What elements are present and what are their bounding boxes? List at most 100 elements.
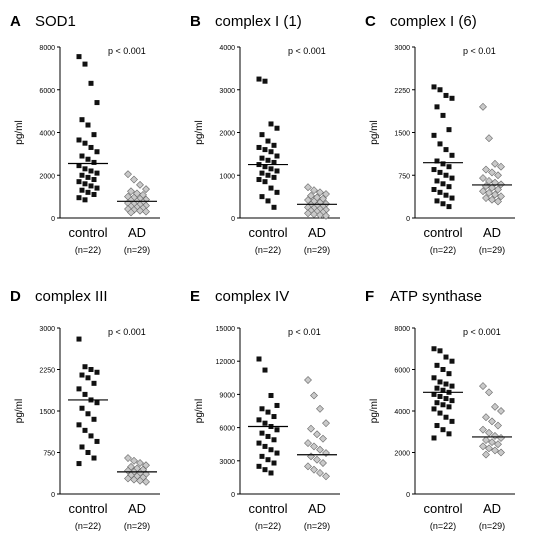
p-value: p < 0.01 [463,46,496,56]
control-point [91,132,97,138]
p-value: p < 0.001 [463,327,501,337]
control-point [256,144,262,150]
control-point [271,460,277,466]
y-tick-label: 0 [406,216,410,223]
control-point [440,161,446,167]
control-point [94,438,100,444]
ad-point [497,434,505,442]
category-label: control [68,225,107,240]
ad-point [488,438,496,447]
control-point [91,177,97,183]
control-point [91,191,97,197]
control-point [79,405,85,411]
n-label: (n=22) [430,245,456,255]
control-point [268,185,274,191]
control-point [79,187,85,193]
control-point [76,336,82,342]
control-point [85,411,91,417]
ad-point [485,188,493,197]
ad-point [488,183,496,192]
ad-point [304,439,312,448]
control-point [265,138,271,144]
control-point [434,178,440,184]
control-point [265,457,271,463]
control-point [443,354,449,360]
ad-point [485,444,493,453]
control-point [443,92,449,98]
y-tick-label: 3000 [219,88,235,95]
category-label: control [248,501,287,516]
control-point [265,157,271,163]
control-point [446,184,452,190]
n-label: (n=29) [304,245,330,255]
ad-point [307,424,315,433]
control-point [262,467,268,473]
y-tick-label: 2000 [39,173,55,180]
ad-point [482,450,490,459]
control-point [85,174,91,180]
category-label: AD [128,501,146,516]
y-tick-label: 4000 [219,45,235,52]
category-label: control [68,501,107,516]
control-point [265,409,271,415]
control-point [449,152,455,158]
panel-letter: F [365,288,374,305]
ad-point [482,413,490,422]
control-point [79,372,85,378]
category-label: control [423,501,462,516]
category-label: control [248,225,287,240]
control-point [79,117,85,123]
control-point [91,159,97,165]
y-tick-label: 2000 [394,451,410,458]
ad-point [124,474,132,483]
panel-title: complex IV [215,288,289,305]
ad-point [124,170,132,179]
y-tick-label: 8000 [394,326,410,333]
control-point [437,348,443,354]
control-point [262,147,268,153]
n-label: (n=22) [430,521,456,531]
control-point [446,431,452,437]
ad-point [136,476,144,485]
ad-point [322,419,330,428]
y-tick-label: 750 [43,451,55,458]
y-tick-label: 3000 [39,326,55,333]
ad-point [488,195,496,204]
ad-point [142,207,150,216]
ad-point [485,388,493,397]
y-tick-label: 2000 [219,131,235,138]
control-point [431,187,437,192]
control-point [88,80,94,86]
control-point [274,427,280,433]
category-label: AD [308,501,326,516]
control-point [88,168,94,174]
ad-point [497,407,505,415]
y-tick-label: 3000 [394,45,410,52]
control-point [431,375,437,381]
ad-point [124,466,132,475]
ad-point [127,208,135,217]
control-point [94,149,100,155]
y-tick-label: 8000 [39,45,55,52]
control-point [259,453,265,459]
control-point [271,437,277,443]
control-point [446,204,452,210]
y-tick-label: 2250 [394,88,410,95]
control-point [440,112,446,118]
ad-point [136,206,144,215]
control-point [76,137,82,143]
control-point [88,183,94,189]
ad-point [316,445,324,454]
ad-point [497,192,505,201]
ad-point [491,190,499,199]
ad-point [494,171,502,180]
control-point [434,400,440,406]
ad-point [313,455,321,464]
control-point [437,379,443,385]
control-point [76,422,82,428]
control-point [431,435,437,441]
control-point [274,450,280,456]
control-point [259,194,265,200]
